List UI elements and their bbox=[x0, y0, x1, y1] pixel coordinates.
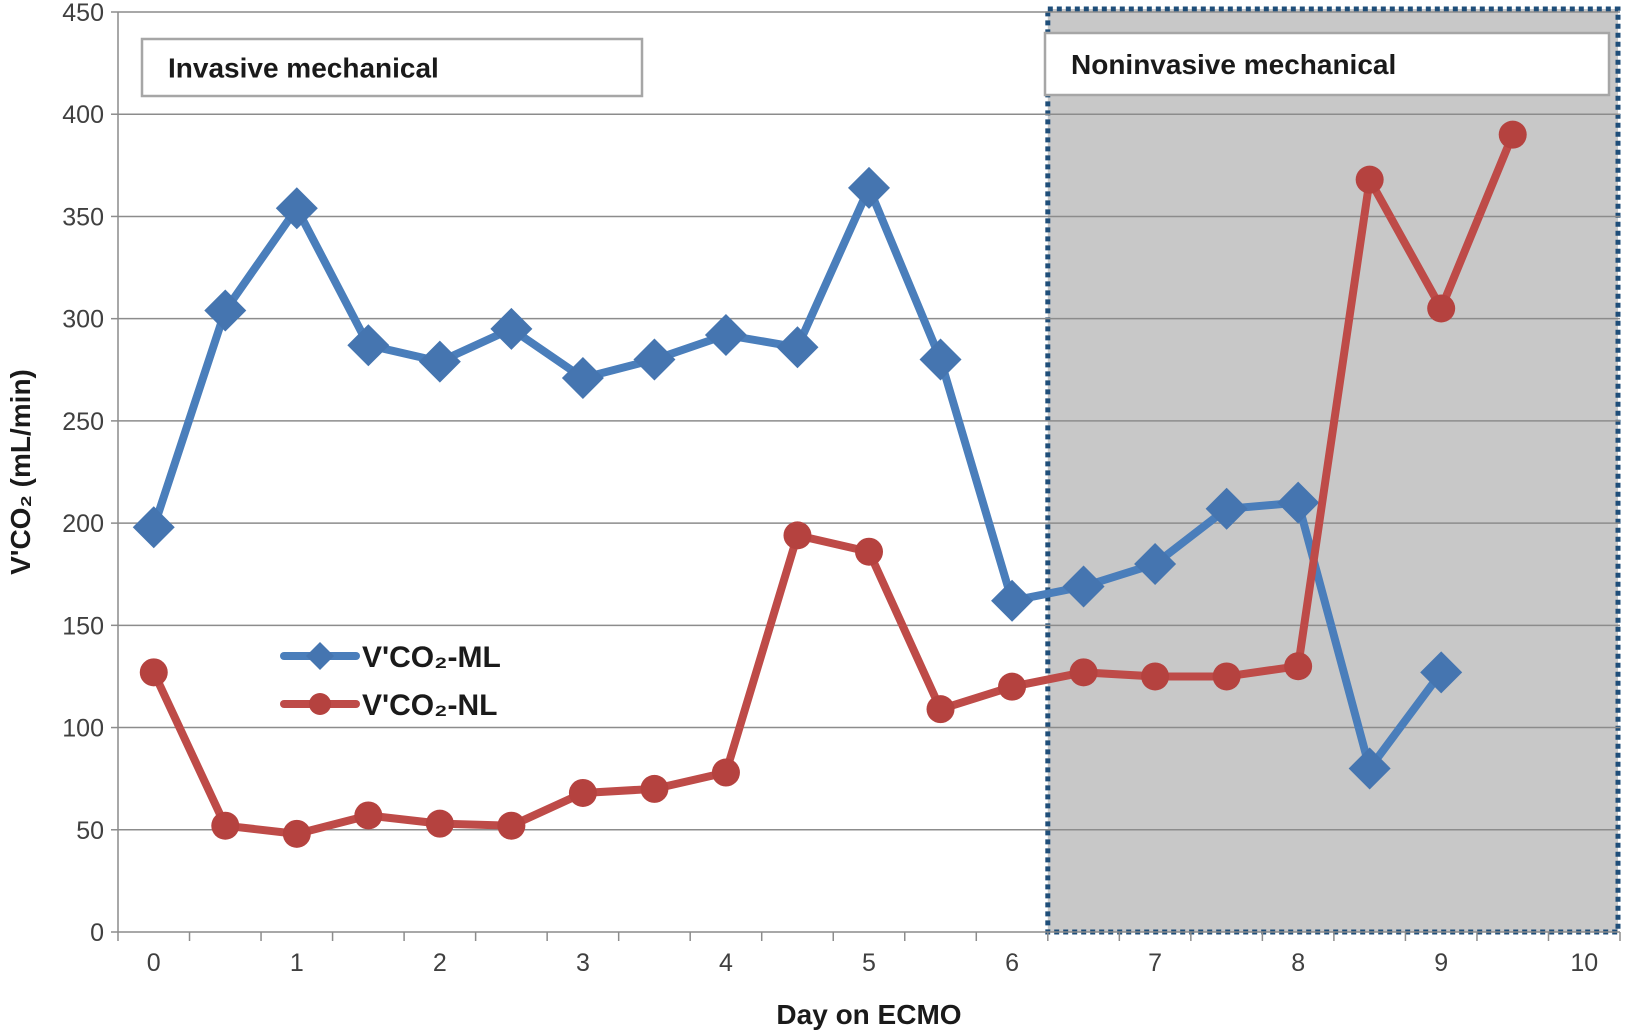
region-label-invasive: Invasive mechanical bbox=[168, 53, 439, 84]
data-point-ml bbox=[132, 506, 175, 549]
data-point-nl bbox=[1355, 165, 1384, 194]
data-point-nl bbox=[711, 758, 740, 787]
data-point-nl bbox=[354, 801, 383, 830]
x-axis-title: Day on ECMO bbox=[776, 999, 961, 1030]
legend-label-ml: V'CO₂-ML bbox=[362, 641, 501, 674]
region-layer bbox=[1045, 6, 1621, 935]
x-tick-label: 8 bbox=[1291, 949, 1305, 977]
data-point-ml bbox=[418, 340, 461, 383]
x-tick-label: 6 bbox=[1005, 949, 1019, 977]
data-point-nl bbox=[282, 819, 311, 848]
data-point-ml bbox=[1420, 651, 1463, 694]
data-point-nl bbox=[998, 672, 1027, 701]
y-tick-label: 200 bbox=[62, 510, 104, 538]
data-point-ml bbox=[275, 187, 318, 230]
y-tick-label: 250 bbox=[62, 408, 104, 436]
data-point-ml bbox=[347, 324, 390, 367]
data-point-nl bbox=[1427, 294, 1456, 323]
data-point-nl bbox=[1141, 662, 1170, 691]
y-tick-label: 100 bbox=[62, 715, 104, 743]
legend-marker-nl bbox=[309, 693, 331, 715]
data-point-ml bbox=[561, 356, 604, 399]
data-point-ml bbox=[919, 338, 962, 381]
data-point-nl bbox=[1069, 658, 1098, 687]
region-label-invasive-box bbox=[140, 37, 644, 98]
data-point-ml bbox=[1277, 481, 1320, 524]
data-point-nl bbox=[1284, 652, 1313, 681]
data-point-nl bbox=[855, 537, 883, 566]
y-tick-label: 300 bbox=[62, 306, 104, 334]
y-tick-label: 50 bbox=[76, 817, 104, 845]
region-label-noninvasive-box bbox=[1043, 31, 1611, 97]
data-point-nl bbox=[1498, 120, 1527, 149]
data-point-nl bbox=[1212, 662, 1241, 691]
grid-layer bbox=[118, 11, 1620, 831]
x-tick-label: 3 bbox=[576, 949, 590, 977]
x-tick-label: 1 bbox=[290, 949, 304, 977]
data-point-ml bbox=[1134, 543, 1177, 585]
legend-marker-ml bbox=[306, 642, 334, 670]
axis-layer: 0 50 100 150 200 250 300 350 400 450 0 1 2 3 4 5 6 7 8 9 10 bbox=[62, 0, 1621, 977]
region-label-noninvasive: Noninvasive mechanical bbox=[1071, 49, 1396, 80]
data-point-ml bbox=[204, 289, 247, 332]
x-tick-label: 10 bbox=[1570, 949, 1598, 977]
data-point-ml bbox=[1205, 487, 1248, 530]
label-layer: Day on ECMO V'CO₂ (mL/min) Invasive mechan… bbox=[5, 31, 1611, 1030]
y-axis-title: V'CO₂ (mL/min) bbox=[5, 369, 36, 575]
legend-layer: V'CO₂-ML V'CO₂-NL bbox=[280, 641, 501, 722]
x-tick-label: 0 bbox=[147, 949, 161, 977]
data-point-nl bbox=[640, 774, 669, 803]
data-point-ml bbox=[1348, 747, 1391, 790]
data-point-ml bbox=[776, 326, 819, 369]
shaded-region-noninvasive bbox=[1045, 6, 1621, 935]
y-tick-label: 350 bbox=[62, 203, 104, 231]
data-point-ml bbox=[704, 314, 747, 357]
x-tick-label: 9 bbox=[1434, 949, 1448, 977]
data-point-ml bbox=[848, 166, 890, 209]
data-point-nl bbox=[783, 521, 812, 550]
y-tick-label: 150 bbox=[62, 612, 104, 640]
data-point-nl bbox=[497, 811, 526, 840]
data-point-nl bbox=[568, 778, 597, 807]
series-layer bbox=[132, 120, 1527, 848]
y-tick-label: 0 bbox=[90, 919, 104, 947]
data-point-ml bbox=[633, 338, 676, 381]
x-tick-label: 7 bbox=[1148, 949, 1162, 977]
data-point-nl bbox=[211, 811, 240, 840]
legend-label-nl: V'CO₂-NL bbox=[362, 689, 497, 722]
x-tick-label: 2 bbox=[433, 949, 447, 977]
y-tick-label: 400 bbox=[62, 101, 104, 129]
data-point-nl bbox=[139, 658, 168, 687]
x-tick-label: 4 bbox=[719, 949, 733, 977]
data-point-ml bbox=[991, 579, 1034, 622]
y-tick-label: 450 bbox=[62, 0, 104, 27]
data-point-ml bbox=[1062, 565, 1105, 608]
x-tick-label: 5 bbox=[862, 949, 876, 977]
data-point-nl bbox=[926, 695, 955, 724]
data-point-ml bbox=[490, 307, 533, 350]
data-point-nl bbox=[425, 809, 454, 838]
